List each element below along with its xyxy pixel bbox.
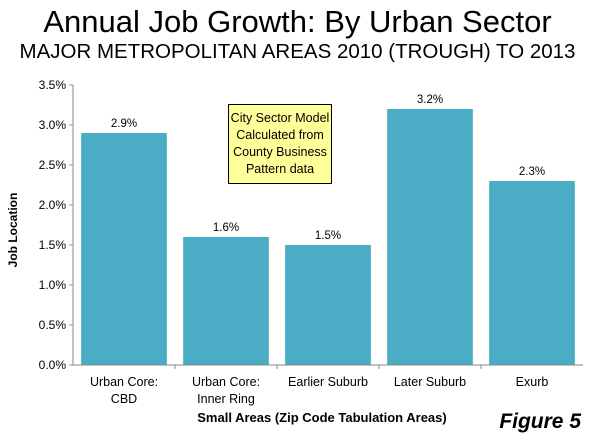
chart-title: Annual Job Growth: By Urban Sector [43, 4, 552, 39]
x-tick-label: Later Suburb [394, 375, 466, 389]
y-tick-label: 3.0% [39, 118, 67, 132]
data-label: 2.9% [111, 118, 137, 130]
bars [81, 109, 575, 365]
y-tick-label: 0.5% [39, 318, 67, 332]
data-label: 2.3% [519, 166, 545, 178]
x-axis: Urban Core: CBD Urban Core: Inner Ring Earli… [90, 365, 548, 406]
data-label: 1.5% [315, 230, 341, 242]
bar [183, 237, 269, 365]
annotation-line: Calculated from [236, 128, 324, 142]
y-tick-label: 1.5% [39, 238, 67, 252]
y-tick-label: 0.0% [39, 358, 67, 372]
x-tick-label: Earlier Suburb [288, 375, 368, 389]
bar [285, 245, 371, 365]
y-axis: 0.0% 0.5% 1.0% 1.5% 2.0% 2.5% 3.0% 3.5% [39, 78, 73, 372]
chart-subtitle: MAJOR METROPOLITAN AREAS 2010 (TROUGH) T… [19, 40, 576, 63]
y-tick-label: 1.0% [39, 278, 67, 292]
x-tick-label: Exurb [516, 375, 549, 389]
x-tick-label: Urban Core: [90, 375, 158, 389]
y-tick-label: 2.5% [39, 158, 67, 172]
annotation-line: Pattern data [245, 162, 315, 176]
data-labels: 2.9% 1.6% 1.5% 3.2% 2.3% [111, 94, 545, 242]
data-label: 1.6% [213, 222, 239, 234]
x-axis-label: Small Areas (Zip Code Tabulation Areas) [197, 410, 446, 425]
bar [387, 109, 473, 365]
annotation-line: County Business [233, 145, 327, 159]
y-tick-label: 3.5% [39, 78, 67, 92]
annotation-line: City Sector Model [230, 111, 330, 125]
bar [81, 133, 167, 365]
x-tick-label: Urban Core: [192, 375, 260, 389]
figure-label: Figure 5 [499, 410, 581, 433]
bar [489, 181, 575, 365]
annotation-box: City Sector Model Calculated from County B… [228, 104, 332, 184]
x-tick-label: Inner Ring [197, 392, 255, 406]
y-tick-label: 2.0% [39, 198, 67, 212]
data-label: 3.2% [417, 94, 443, 106]
x-tick-label: CBD [111, 392, 137, 406]
y-axis-label: Job Location [6, 193, 20, 268]
